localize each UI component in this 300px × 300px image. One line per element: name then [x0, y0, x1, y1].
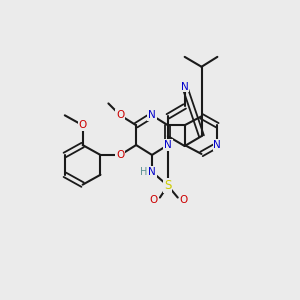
- Text: O: O: [150, 194, 158, 205]
- Text: O: O: [116, 150, 124, 160]
- Text: H: H: [140, 167, 148, 177]
- Text: N: N: [164, 140, 172, 150]
- Text: S: S: [164, 179, 172, 192]
- Text: O: O: [180, 194, 188, 205]
- Text: N: N: [148, 167, 156, 177]
- Text: N: N: [181, 82, 189, 92]
- Text: N: N: [214, 140, 221, 150]
- Text: O: O: [79, 120, 87, 130]
- Text: O: O: [116, 110, 124, 120]
- Text: N: N: [148, 110, 156, 120]
